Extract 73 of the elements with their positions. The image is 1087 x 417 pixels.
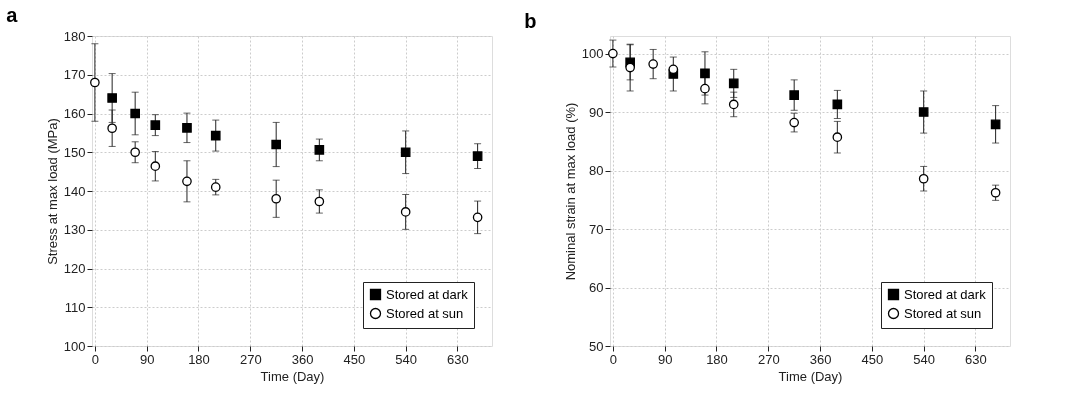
point xyxy=(271,139,282,150)
legend-label: Stored at sun xyxy=(904,305,982,321)
point xyxy=(668,64,679,75)
y-tick-label: 50 xyxy=(589,338,604,354)
legend-label: Stored at sun xyxy=(386,305,464,321)
point xyxy=(472,212,483,223)
x-tick-label: 450 xyxy=(861,351,884,367)
y-tick-label: 160 xyxy=(63,106,86,121)
point xyxy=(608,48,618,59)
point xyxy=(107,93,117,103)
point xyxy=(210,182,221,192)
point xyxy=(182,176,192,187)
x-tick-label: 630 xyxy=(965,351,987,367)
y-tick-label: 130 xyxy=(63,222,86,238)
point xyxy=(728,78,739,89)
x-tick-label: 360 xyxy=(809,351,832,367)
point xyxy=(648,59,658,69)
legend-label: Stored at dark xyxy=(386,286,469,302)
point xyxy=(700,83,710,94)
point xyxy=(107,123,117,134)
x-tick-label: 0 xyxy=(91,351,99,367)
point xyxy=(918,107,929,117)
y-tick-label: 150 xyxy=(63,144,86,160)
point xyxy=(700,68,710,79)
x-tick-label: 90 xyxy=(139,351,155,367)
point xyxy=(472,151,483,161)
x-tick-label: 270 xyxy=(757,351,780,367)
point xyxy=(728,99,739,110)
chart-title: b xyxy=(524,10,537,32)
point xyxy=(90,77,100,88)
y-tick-label: 120 xyxy=(63,261,86,276)
x-tick-label: 270 xyxy=(239,351,262,367)
y-tick-label: 70 xyxy=(589,221,604,237)
x-tick-label: 540 xyxy=(395,351,418,367)
x-axis-title: Time (Day) xyxy=(260,368,325,384)
x-tick-label: 450 xyxy=(343,351,366,367)
point xyxy=(130,147,140,158)
chart-title: a xyxy=(6,4,19,26)
point xyxy=(400,207,411,217)
point xyxy=(150,161,161,172)
x-tick-label: 540 xyxy=(913,351,936,367)
point xyxy=(150,120,161,130)
legend-label: Stored at dark xyxy=(904,286,987,302)
x-tick-label: 0 xyxy=(609,351,617,367)
y-tick-label: 90 xyxy=(589,104,604,120)
y-tick-label: 180 xyxy=(63,28,86,44)
y-tick-label: 100 xyxy=(63,338,86,354)
point xyxy=(918,173,929,184)
y-tick-label: 140 xyxy=(63,183,86,199)
point xyxy=(832,132,843,143)
point xyxy=(130,108,140,119)
x-axis-title: Time (Day) xyxy=(778,368,843,384)
point xyxy=(271,193,282,204)
point xyxy=(314,196,325,207)
x-tick-label: 360 xyxy=(291,351,314,367)
point xyxy=(990,119,1001,130)
point xyxy=(789,117,800,128)
point xyxy=(400,147,411,158)
x-tick-label: 90 xyxy=(657,351,673,367)
y-tick-label: 170 xyxy=(63,67,86,83)
point xyxy=(789,90,800,100)
x-tick-label: 180 xyxy=(706,351,728,367)
point xyxy=(314,145,325,155)
y-tick-label: 100 xyxy=(581,46,604,62)
point xyxy=(210,130,221,141)
x-tick-label: 630 xyxy=(447,351,469,367)
x-tick-label: 180 xyxy=(188,351,210,367)
y-axis-title: Stress at max load (MPa) xyxy=(44,118,60,265)
y-tick-label: 80 xyxy=(589,163,604,179)
y-tick-label: 110 xyxy=(64,299,86,315)
point xyxy=(182,123,192,133)
y-tick-label: 60 xyxy=(589,280,604,296)
y-axis-title: Nominal strain at max load (%) xyxy=(562,102,578,281)
